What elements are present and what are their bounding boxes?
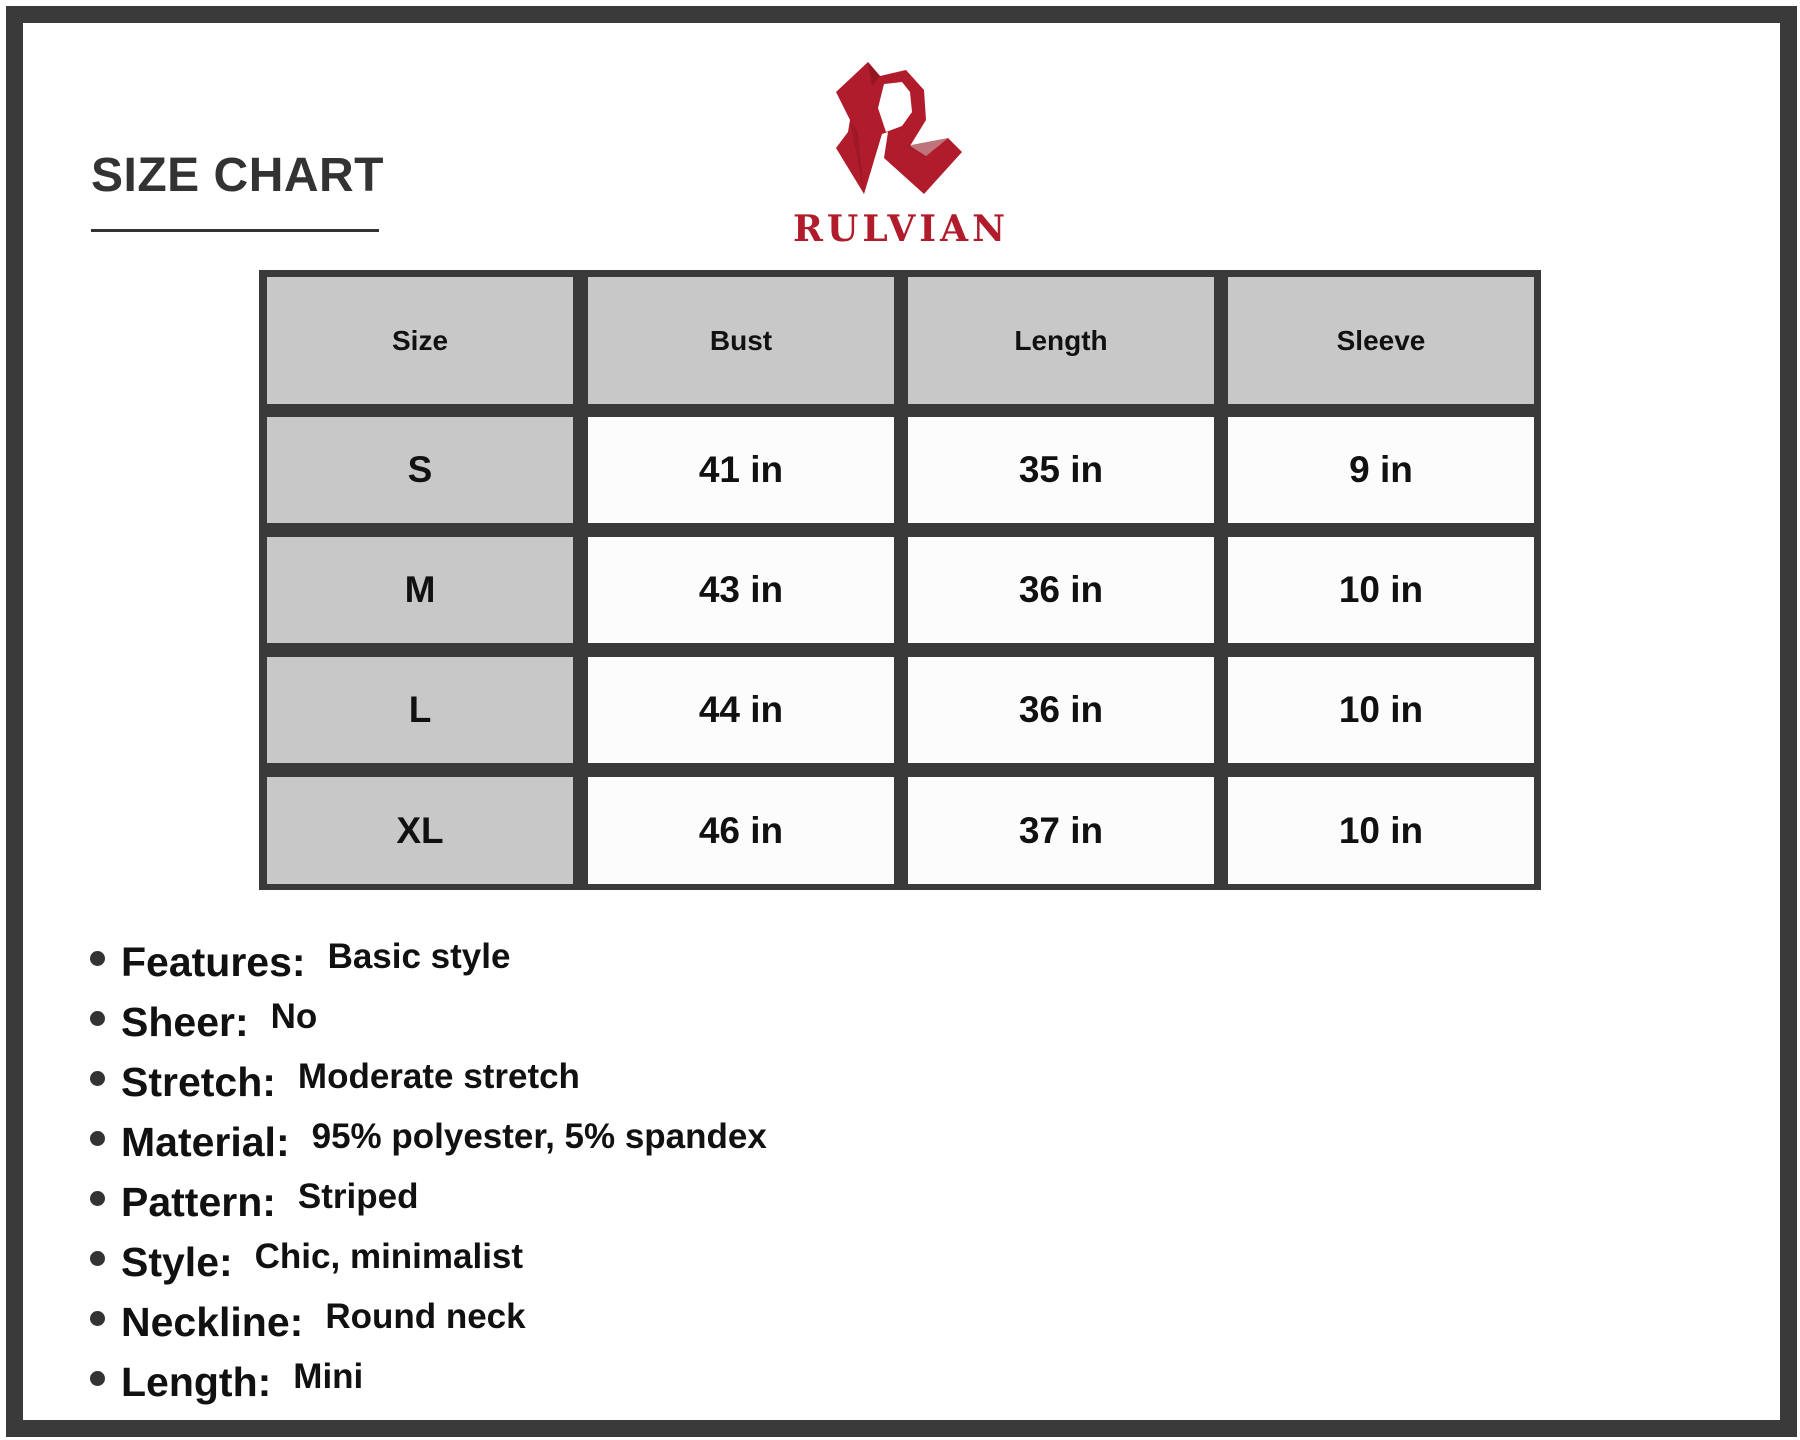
measurement-cell: 41 in [588,417,894,523]
size-table: Size Bust Length Sleeve S 41 in 35 in 9 in M 43 i… [259,270,1541,890]
spec-item: Neckline: Round neck [90,1292,767,1352]
spec-label: Material: [121,1118,290,1165]
bullet-icon [90,1250,105,1266]
spec-item: Pattern: Striped [90,1172,767,1232]
measurement-cell: 10 in [1228,537,1534,643]
spec-value: Moderate stretch [297,1057,580,1096]
measurement-cell: 9 in [1228,417,1534,523]
spec-label: Sheer: [121,998,249,1045]
measurement-cell: 10 in [1228,777,1534,884]
spec-list: Features: Basic style Sheer: No Stretch: Mode… [90,932,767,1412]
measurement-cell: 10 in [1228,657,1534,763]
brand-name: RULVIAN [793,208,1009,250]
measurement-cell: 36 in [908,657,1214,763]
spec-label: Pattern: [121,1178,276,1225]
spec-value: Striped [297,1177,419,1216]
spec-label: Features: [121,938,306,985]
bullet-icon [90,1190,105,1206]
spec-value: Round neck [325,1297,526,1336]
size-cell: XL [267,777,573,884]
bullet-icon [90,1010,105,1026]
spec-item: Length: Mini [90,1352,767,1412]
spec-item: Features: Basic style [90,932,767,992]
spec-label: Length: [121,1358,272,1405]
measurement-cell: 35 in [908,417,1214,523]
bullet-icon [90,1130,105,1146]
bullet-icon [90,1070,105,1086]
title-underline [91,229,379,232]
column-header-bust: Bust [588,277,894,404]
size-cell: L [267,657,573,763]
spec-value: Basic style [327,937,511,976]
measurement-cell: 37 in [908,777,1214,884]
spec-value: 95% polyester, 5% spandex [311,1117,767,1156]
measurement-cell: 43 in [588,537,894,643]
spec-item: Sheer: No [90,992,767,1052]
spec-label: Stretch: [121,1058,276,1105]
page-title: SIZE CHART [91,149,384,202]
spec-item: Style: Chic, minimalist [90,1232,767,1292]
spec-value: Chic, minimalist [254,1237,524,1276]
spec-value: No [270,997,318,1036]
spec-value: Mini [293,1357,364,1396]
spec-label: Neckline: [121,1298,304,1345]
size-cell: M [267,537,573,643]
column-header-size: Size [267,277,573,404]
measurement-cell: 46 in [588,777,894,884]
size-cell: S [267,417,573,523]
spec-item: Material: 95% polyester, 5% spandex [90,1112,767,1172]
column-header-length: Length [908,277,1214,404]
measurement-cell: 36 in [908,537,1214,643]
page-frame [6,6,1797,1437]
bullet-icon [90,1310,105,1326]
measurement-cell: 44 in [588,657,894,763]
bullet-icon [90,950,105,966]
spec-label: Style: [121,1238,233,1285]
bullet-icon [90,1370,105,1386]
spec-item: Stretch: Moderate stretch [90,1052,767,1112]
column-header-sleeve: Sleeve [1228,277,1534,404]
brand-logo-icon [836,62,962,194]
